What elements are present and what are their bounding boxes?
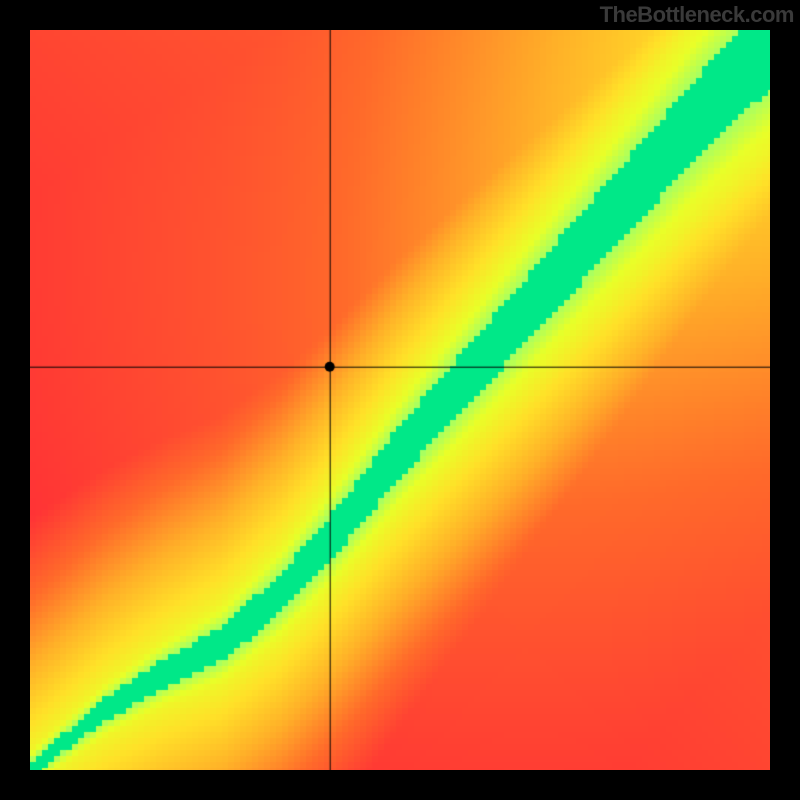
chart-container: TheBottleneck.com (0, 0, 800, 800)
attribution-text: TheBottleneck.com (600, 0, 800, 28)
bottleneck-heatmap (30, 30, 770, 770)
